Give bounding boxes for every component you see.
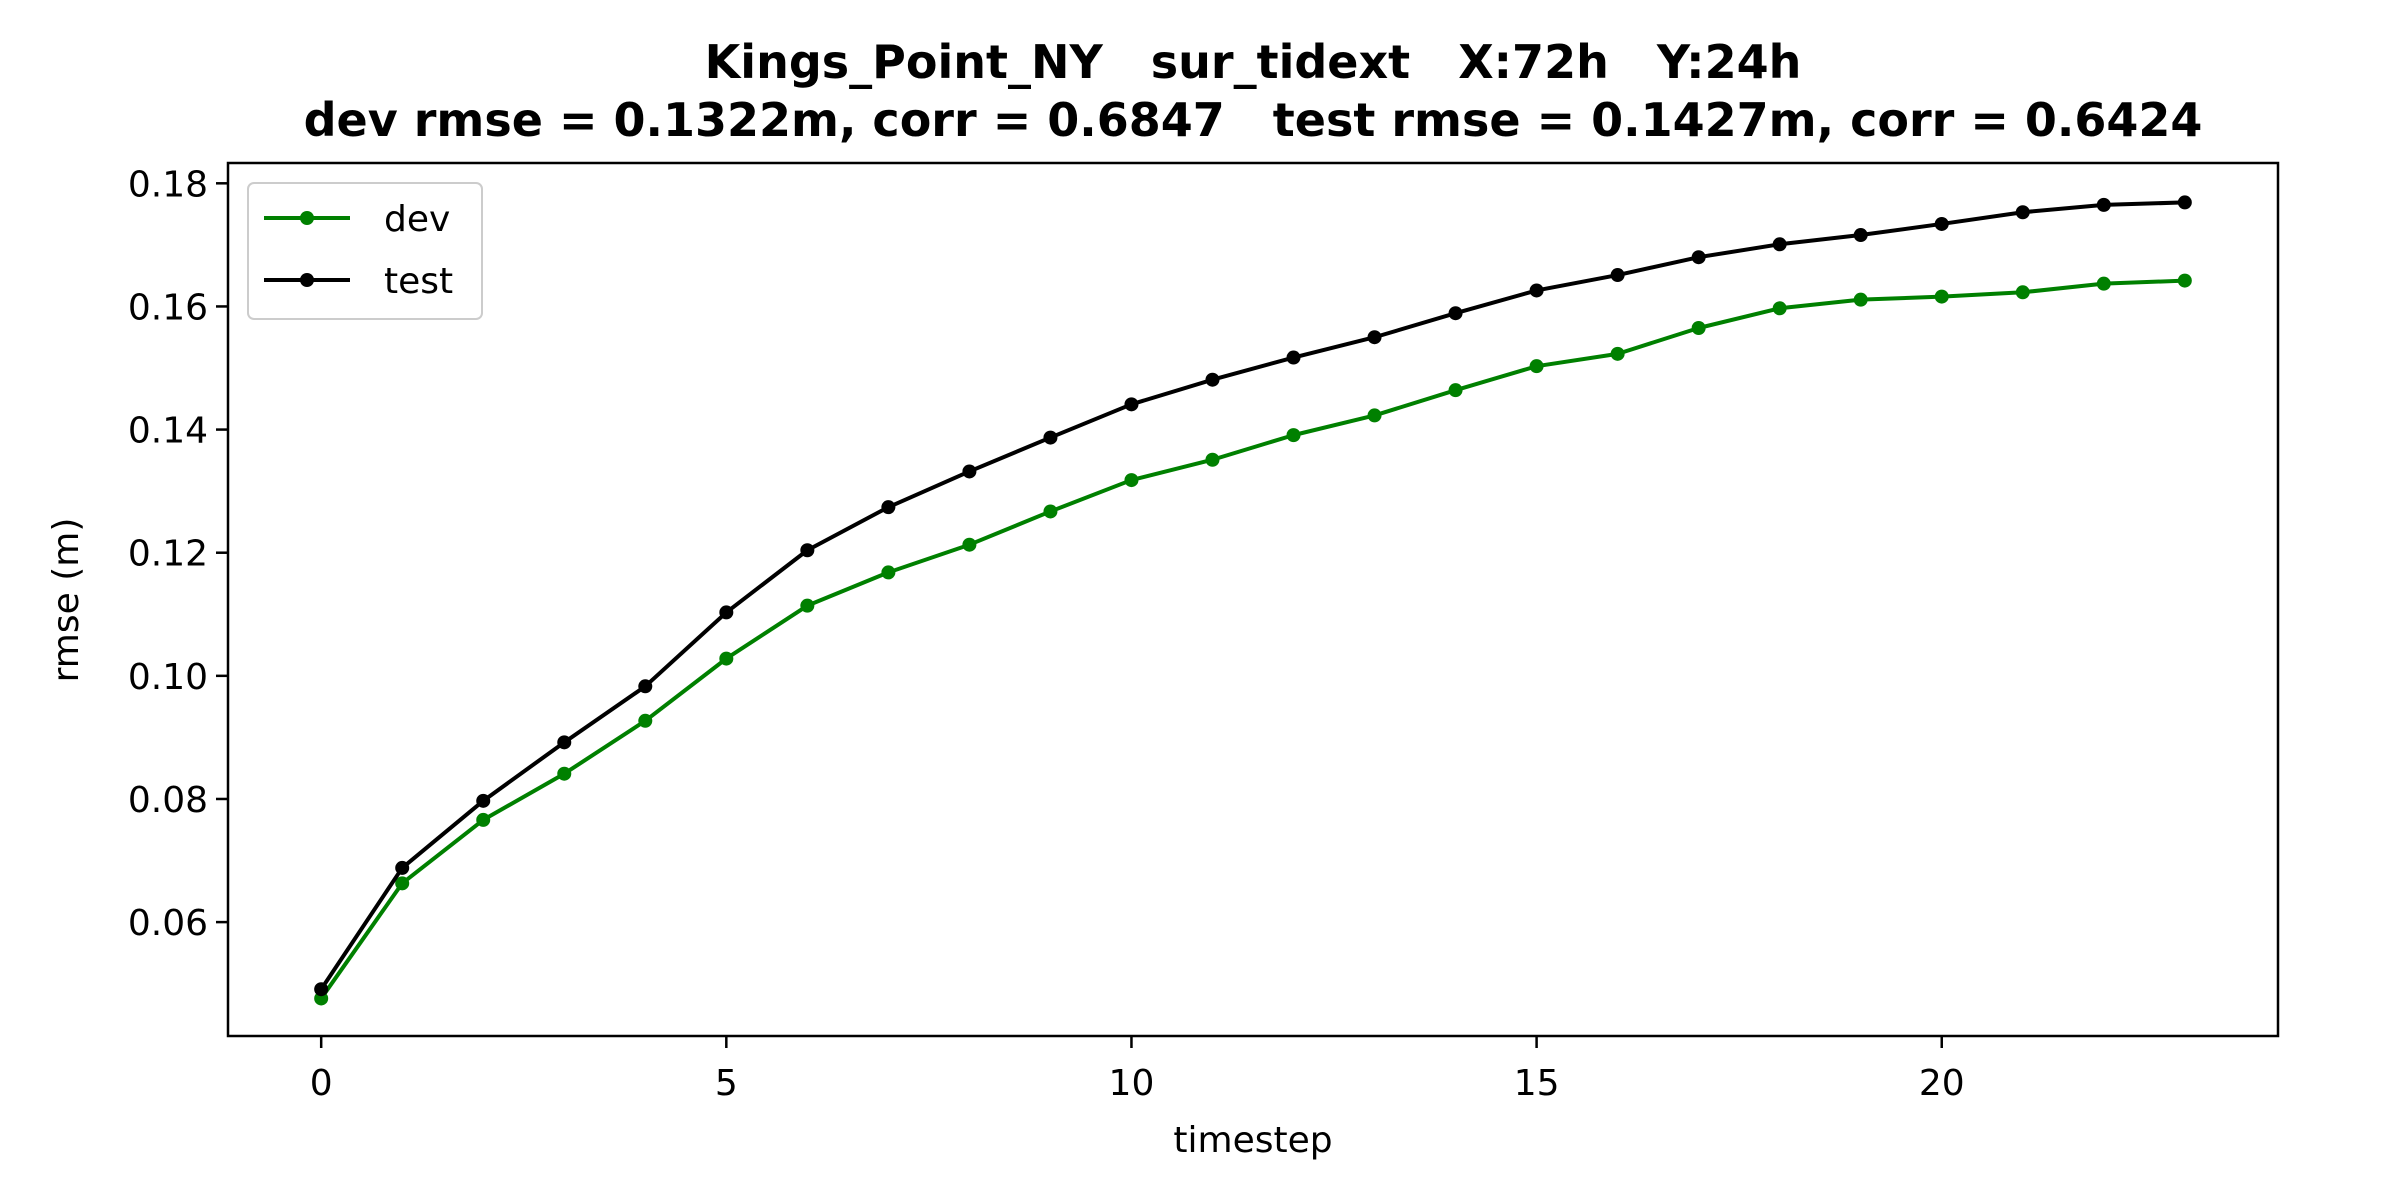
y-tick-label: 0.16 (128, 287, 208, 328)
data-point-test (719, 605, 734, 620)
data-point-test (800, 543, 815, 558)
data-point-dev (2177, 273, 2192, 288)
series-line-dev (319, 278, 2185, 1000)
data-point-test (1853, 228, 1868, 243)
data-point-test (881, 500, 896, 515)
data-point-dev (638, 713, 653, 728)
x-tick-label: 5 (715, 1063, 738, 1104)
data-point-test (1610, 268, 1625, 283)
chart-subtitle: dev rmse = 0.1322m, corr = 0.6847 test r… (304, 93, 2203, 147)
data-point-test (1043, 430, 1058, 445)
legend-marker-dev (300, 211, 314, 225)
data-point-dev (1691, 320, 1706, 335)
data-point-dev (1205, 452, 1220, 467)
data-point-test (1934, 216, 1949, 231)
data-point-dev (1610, 346, 1625, 361)
data-point-dev (1934, 289, 1949, 304)
data-point-dev (1853, 292, 1868, 307)
x-tick-label: 10 (1109, 1063, 1155, 1104)
data-point-test (962, 464, 977, 479)
data-point-dev (1286, 428, 1301, 443)
data-point-dev (1529, 359, 1544, 374)
data-point-dev (719, 651, 734, 666)
data-point-test (2015, 205, 2030, 220)
data-point-dev (1367, 408, 1382, 423)
y-tick-label: 0.14 (128, 411, 208, 452)
data-point-test (1529, 283, 1544, 298)
data-point-test (476, 793, 491, 808)
data-point-dev (1124, 473, 1139, 488)
data-point-test (1691, 250, 1706, 265)
data-point-dev (1448, 383, 1463, 398)
data-point-test (2096, 197, 2111, 212)
chart-title: Kings_Point_NY sur_tidext X:72h Y:24h (705, 35, 1802, 89)
data-point-dev (395, 876, 410, 891)
y-axis-label: rmse (m) (46, 518, 87, 683)
y-tick-label: 0.12 (128, 534, 208, 575)
data-point-dev (2096, 276, 2111, 291)
legend-label-test: test (384, 261, 453, 302)
data-point-test (557, 735, 572, 750)
data-point-dev (2015, 285, 2030, 300)
series-line-test (319, 200, 2185, 991)
legend-label-dev: dev (384, 199, 450, 240)
data-point-dev (881, 565, 896, 580)
y-tick-label: 0.08 (128, 780, 208, 821)
data-point-dev (962, 537, 977, 552)
data-point-test (1124, 397, 1139, 412)
data-point-test (1286, 350, 1301, 365)
data-point-test (1367, 330, 1382, 345)
data-point-test (638, 679, 653, 694)
data-point-dev (557, 766, 572, 781)
data-point-dev (800, 598, 815, 613)
x-axis: 0 5 10 15 20 (310, 1036, 1965, 1104)
x-tick-label: 0 (310, 1063, 333, 1104)
y-tick-label: 0.18 (128, 164, 208, 205)
y-tick-label: 0.06 (128, 903, 208, 944)
data-point-test (1448, 306, 1463, 321)
x-tick-label: 15 (1514, 1063, 1560, 1104)
plot-area (226, 161, 2280, 1038)
y-axis: 0.06 0.08 0.10 0.12 0.14 0.16 0.18 (128, 164, 228, 944)
legend-marker-test (300, 273, 314, 287)
x-tick-label: 20 (1919, 1063, 1965, 1104)
legend: dev test (247, 182, 483, 320)
data-point-dev (476, 812, 491, 827)
data-point-test (1205, 372, 1220, 387)
data-point-test (1772, 237, 1787, 252)
y-tick-label: 0.10 (128, 657, 208, 698)
data-point-dev (1772, 301, 1787, 316)
data-point-dev (1043, 504, 1058, 519)
data-point-test (395, 860, 410, 875)
data-point-test (314, 982, 329, 997)
series-layer (314, 195, 2192, 1006)
data-point-test (2177, 195, 2192, 210)
x-axis-label: timestep (1173, 1120, 1332, 1161)
